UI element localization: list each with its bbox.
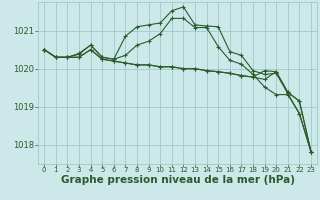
X-axis label: Graphe pression niveau de la mer (hPa): Graphe pression niveau de la mer (hPa)	[60, 175, 295, 185]
